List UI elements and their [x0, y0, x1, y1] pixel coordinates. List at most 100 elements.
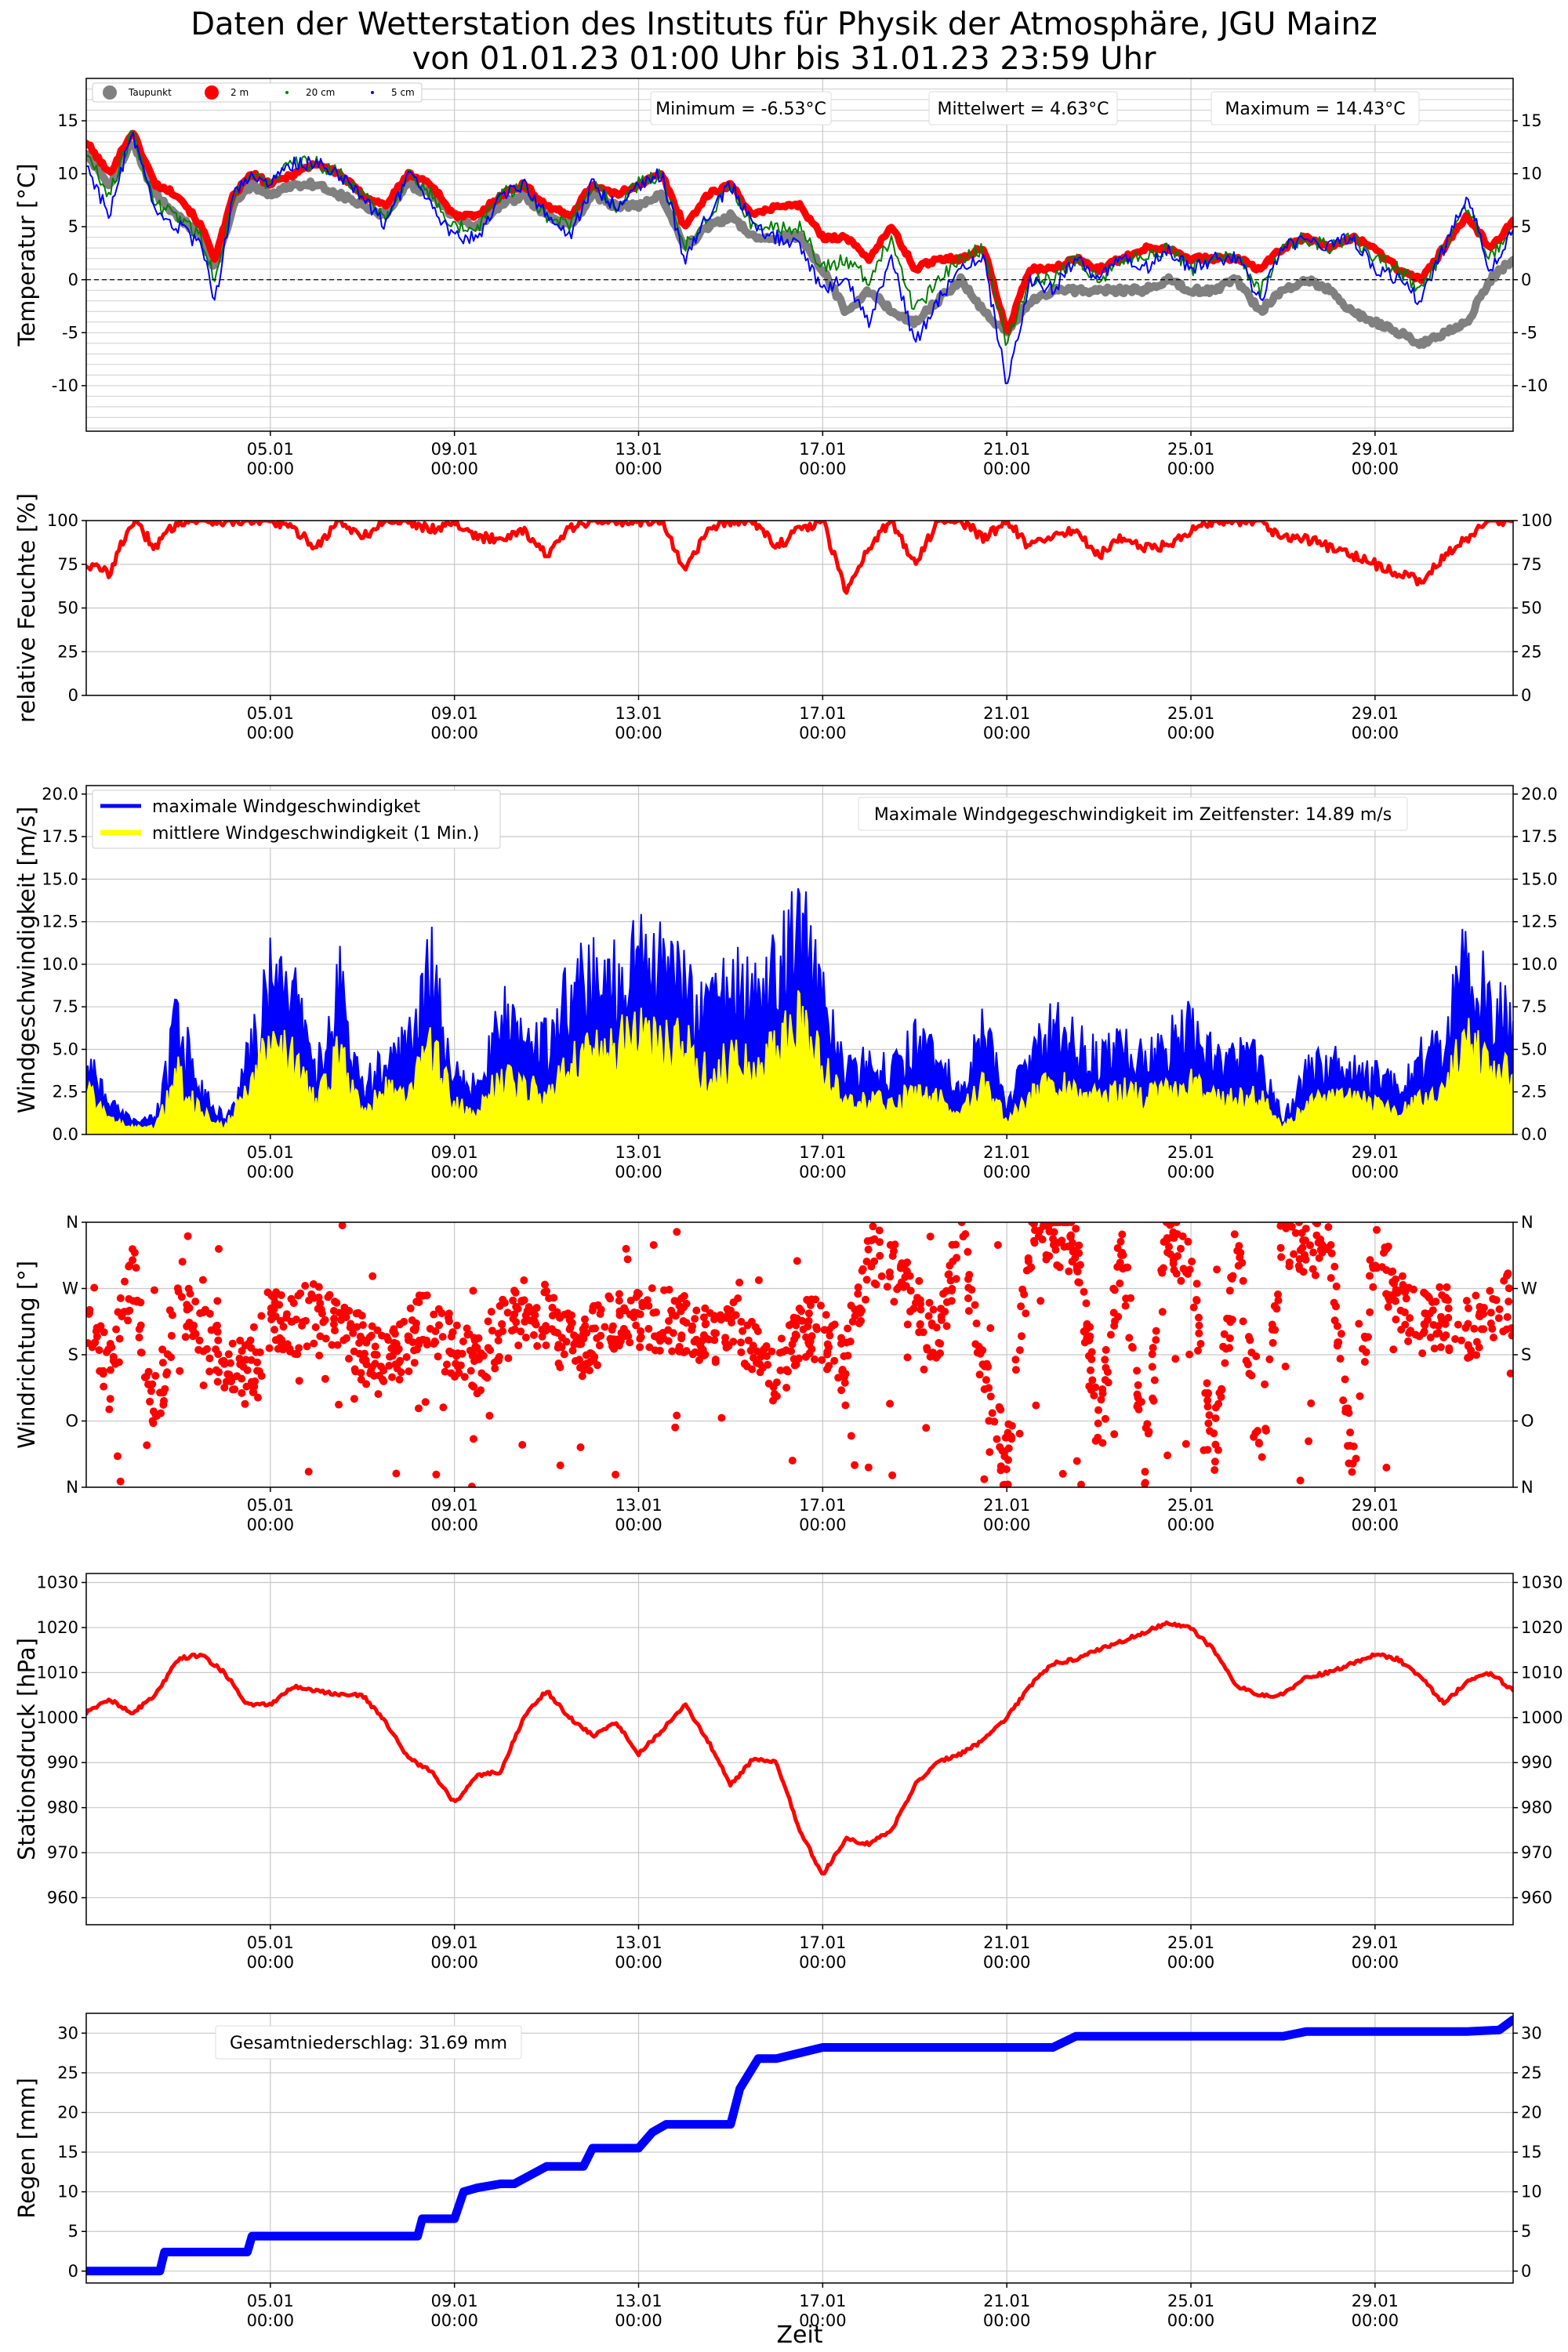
wind-direction-point [1444, 1313, 1453, 1322]
wind-direction-point [937, 1316, 946, 1324]
x-tick-time: 00:00 [799, 459, 847, 478]
wind-direction-point [178, 1258, 187, 1266]
wind-direction-point [807, 1301, 815, 1309]
y-tick-label-right: S [1521, 1345, 1531, 1364]
wind-direction-point [645, 1343, 654, 1352]
wind-direction-point [1119, 1265, 1127, 1273]
wind-direction-point [906, 1287, 915, 1295]
x-tick-date: 25.01 [1167, 1143, 1214, 1162]
wind-direction-point [692, 1306, 701, 1315]
wind-direction-point [404, 1332, 412, 1341]
wind-direction-point [1382, 1463, 1391, 1472]
plot-frame [85, 1573, 1514, 1926]
wind-direction-point [242, 1382, 251, 1391]
wind-direction-point [946, 1261, 954, 1270]
wind-direction-point [576, 1443, 585, 1451]
wind-direction-point [1055, 1222, 1064, 1226]
wind-direction-point [724, 1311, 732, 1319]
wind-direction-point [980, 1475, 989, 1483]
wind-direction-point [964, 1294, 972, 1302]
figure-title-line1: Daten der Wetterstation des Instituts fü… [191, 6, 1377, 42]
wind-direction-point [1222, 1345, 1230, 1353]
wind-direction-point [199, 1381, 208, 1390]
wind-direction-point [349, 1329, 358, 1338]
x-tick-time: 00:00 [1352, 459, 1399, 478]
y-tick-label-right: 15.0 [1521, 869, 1558, 888]
wind-direction-point [350, 1395, 358, 1403]
wind-direction-point [1274, 1290, 1282, 1298]
wind-direction-point [254, 1393, 262, 1402]
wind-direction-point [181, 1333, 190, 1341]
wind-direction-point [379, 1377, 388, 1385]
wind-direction-point [760, 1345, 769, 1353]
wind-direction-point [1277, 1253, 1286, 1261]
wind-direction-point [1004, 1444, 1013, 1453]
wind-direction-point [1402, 1294, 1410, 1303]
wind-direction-point [644, 1301, 653, 1310]
wind-direction-point [282, 1313, 291, 1322]
wind-direction-point [1230, 1230, 1239, 1239]
wind-direction-point [1049, 1235, 1058, 1243]
wind-direction-point [1324, 1223, 1333, 1232]
wind-direction-point [560, 1350, 568, 1359]
wind-direction-point [434, 1352, 442, 1361]
wind-direction-point [1091, 1383, 1100, 1392]
y-tick-label-left: 25 [57, 642, 78, 661]
wind-direction-point [788, 1340, 797, 1348]
wind-direction-point [1087, 1366, 1094, 1374]
wind-direction-point [241, 1341, 249, 1350]
wind-direction-point [1420, 1327, 1428, 1336]
y-tick-label-left: 990 [47, 1753, 78, 1772]
wind-direction-point [1134, 1381, 1142, 1389]
wind-direction-point [927, 1319, 936, 1327]
wind-direction-point [477, 1349, 485, 1358]
wind-direction-point [356, 1332, 365, 1341]
wind-direction-point [106, 1366, 114, 1374]
x-tick-date: 25.01 [1167, 1933, 1214, 1952]
wind-direction-point [1116, 1237, 1125, 1246]
wind-direction-point [329, 1320, 338, 1328]
wind-direction-point [158, 1345, 167, 1354]
y-tick-label-right: -5 [1521, 323, 1537, 342]
wind-direction-point [545, 1294, 554, 1302]
wind-direction-point [144, 1367, 153, 1376]
wind-direction-point [986, 1324, 995, 1332]
x-tick-date: 25.01 [1167, 704, 1214, 723]
wind-direction-point [1339, 1396, 1348, 1405]
wind-direction-point [613, 1338, 622, 1347]
wind-direction-point [568, 1311, 576, 1319]
wind-direction-point [314, 1283, 323, 1291]
wind-direction-point [355, 1349, 364, 1358]
wind-direction-point [561, 1310, 569, 1319]
x-tick-date: 21.01 [983, 440, 1030, 459]
wind-direction-point [1210, 1429, 1218, 1438]
legend-label: 20 cm [306, 87, 335, 98]
wind-direction-point [295, 1377, 303, 1385]
wind-direction-point [212, 1345, 220, 1354]
wind-direction-point [390, 1325, 398, 1334]
wind-direction-point [1143, 1420, 1152, 1428]
wind-direction-point [391, 1360, 400, 1369]
y-tick-label-right: N [1521, 1213, 1534, 1232]
wind-direction-point [1018, 1332, 1025, 1341]
wind-direction-point [1254, 1427, 1262, 1435]
wind-direction-point [920, 1365, 928, 1374]
wind-direction-point [158, 1359, 167, 1367]
wind-direction-point [1461, 1323, 1470, 1332]
wind-direction-point [615, 1297, 623, 1305]
y-tick-label-right: 12.5 [1521, 913, 1558, 931]
wind-direction-point [520, 1276, 528, 1284]
wind-direction-point [1049, 1240, 1058, 1249]
wind-direction-point [1436, 1283, 1444, 1291]
wind-direction-point [793, 1257, 801, 1265]
wind-direction-point [167, 1353, 176, 1362]
wind-direction-point [1172, 1269, 1181, 1278]
wind-direction-point [1337, 1330, 1345, 1338]
wind-direction-point [1101, 1356, 1109, 1364]
wind-direction-point [993, 1241, 1002, 1249]
wind-direction-point [1182, 1269, 1190, 1277]
legend-label: maximale Windgeschwindigket [152, 797, 420, 817]
wind-direction-point [241, 1356, 250, 1364]
annotation-text: Mittelwert = 4.63°C [938, 100, 1109, 119]
